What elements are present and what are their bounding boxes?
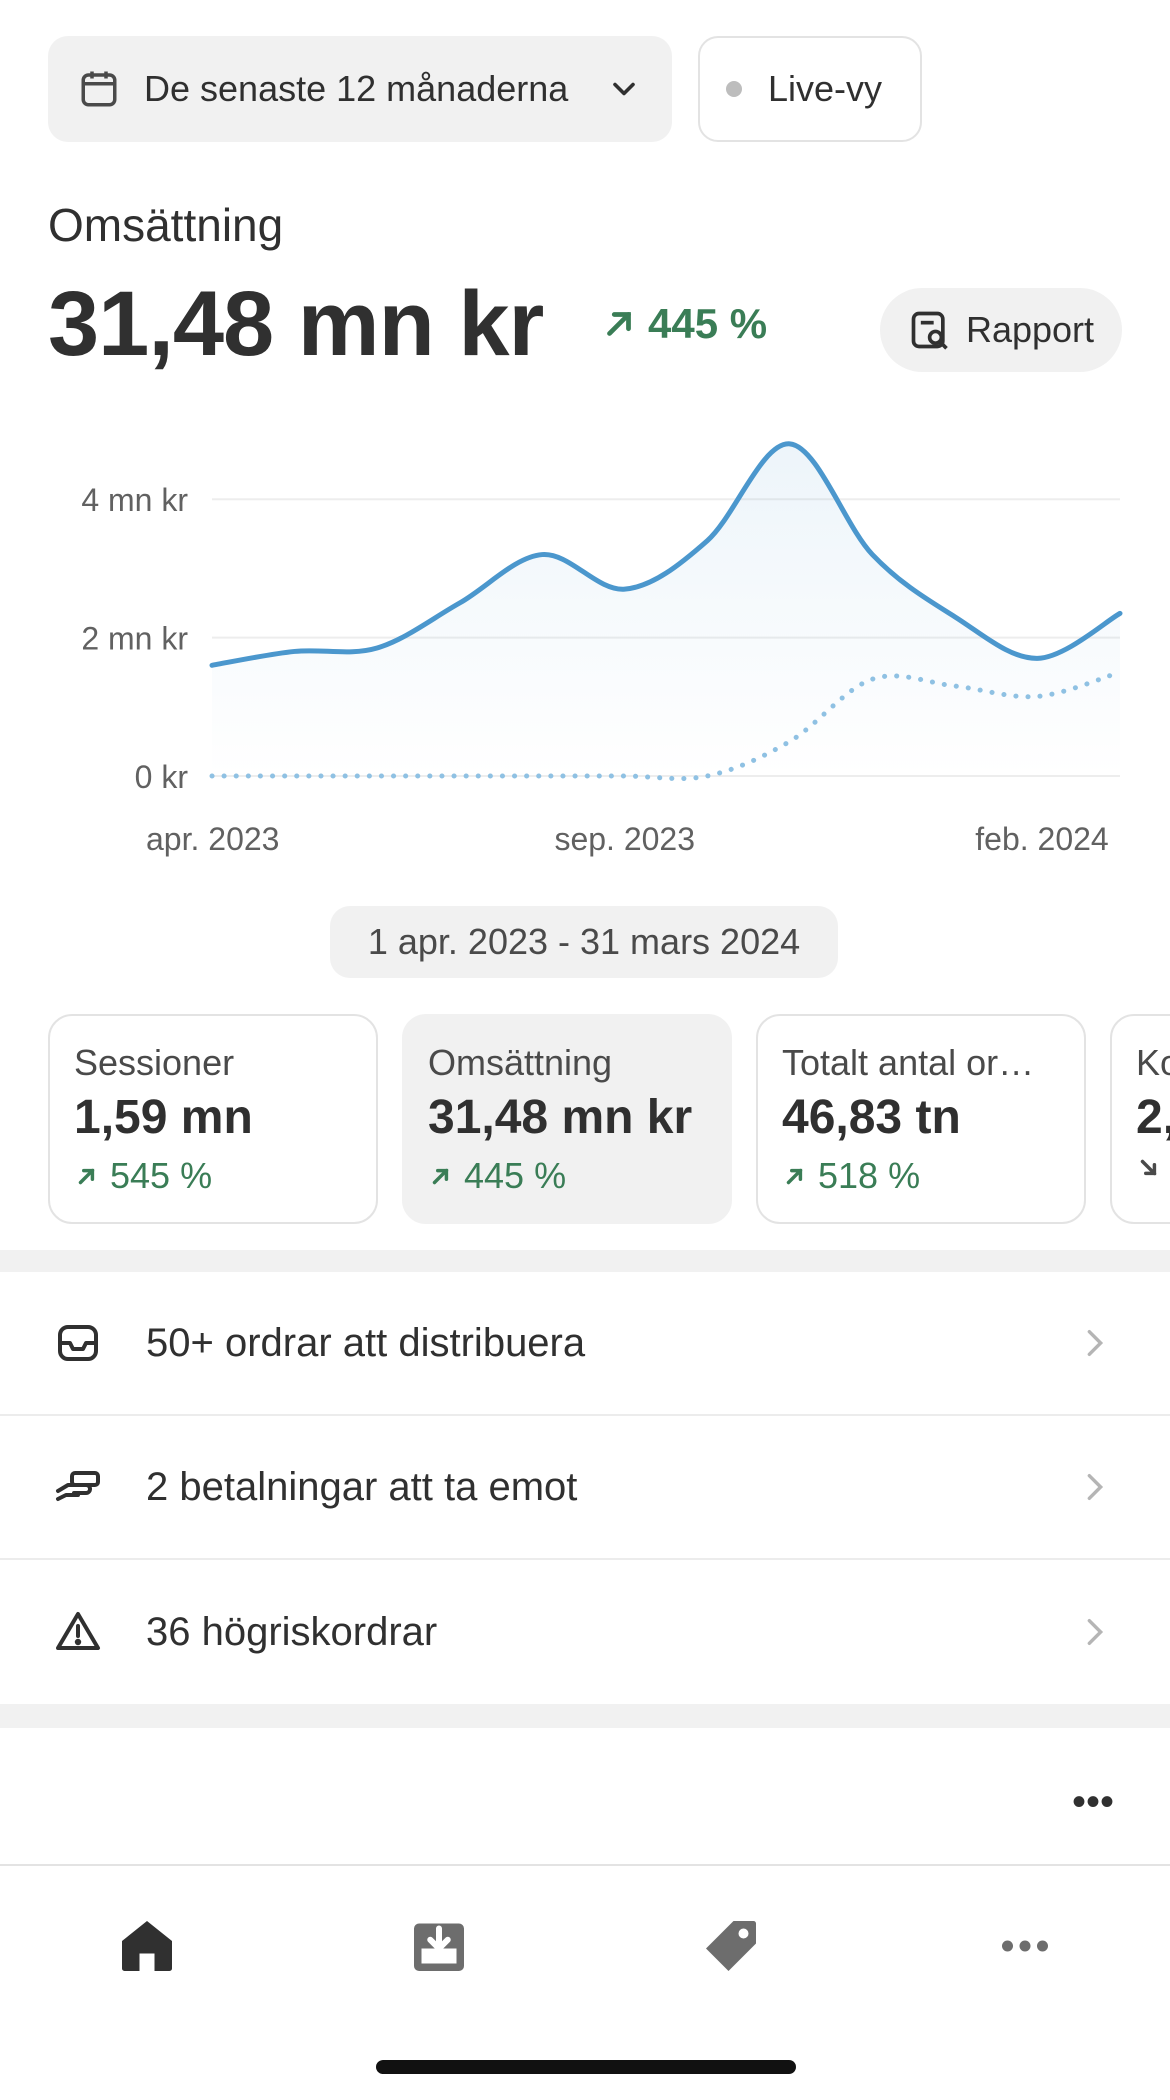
- card-change: 518 %: [782, 1155, 1060, 1197]
- date-range-label: De senaste 12 månaderna: [144, 68, 569, 109]
- metric-change-value: 445 %: [648, 300, 768, 347]
- card-value: 2,: [1136, 1091, 1170, 1144]
- chevron-right-icon: [1087, 1473, 1104, 1501]
- card-label: Ko: [1136, 1042, 1170, 1083]
- chevron-right-icon: [1087, 1329, 1104, 1357]
- y-axis-ticks: 0 kr 2 mn kr 4 mn kr: [81, 482, 188, 795]
- chevron-down-icon: [613, 82, 635, 96]
- card-change: [1136, 1155, 1170, 1181]
- date-range-pill: 1 apr. 2023 - 31 mars 2024: [330, 906, 838, 978]
- metric-cards: Sessioner 1,59 mn 545 % Omsättning 31,48…: [48, 1014, 1170, 1224]
- date-range-dropdown[interactable]: De senaste 12 månaderna: [48, 36, 672, 142]
- arrow-up-right-icon: [432, 1168, 449, 1185]
- chart-series: [209, 441, 1123, 782]
- orders-icon[interactable]: [409, 1916, 469, 1976]
- x-tick-label: sep. 2023: [554, 821, 695, 857]
- task-label: 36 högriskordrar: [146, 1609, 438, 1654]
- live-status-dot: [726, 81, 742, 97]
- card-label: Sessioner: [74, 1042, 235, 1083]
- card-sessions[interactable]: Sessioner 1,59 mn 545 %: [48, 1014, 378, 1224]
- card-value: 31,48 mn kr: [428, 1091, 693, 1144]
- inbox-icon: [58, 1325, 98, 1361]
- series-line-comparison: [209, 669, 1123, 782]
- section-divider: [0, 1704, 1170, 1728]
- task-label: 50+ ordrar att distribuera: [146, 1320, 586, 1365]
- card-value: 1,59 mn: [74, 1091, 253, 1144]
- report-label: Rapport: [965, 309, 1095, 350]
- x-tick-label: feb. 2024: [975, 821, 1108, 857]
- card-change: 445 %: [428, 1155, 706, 1197]
- arrow-up-right-icon: [786, 1168, 803, 1185]
- card-change: 545 %: [74, 1155, 352, 1197]
- task-label: 2 betalningar att ta emot: [146, 1464, 578, 1509]
- more-options-button[interactable]: •••: [1071, 1780, 1114, 1824]
- card-total-orders[interactable]: Totalt antal or… 46,83 tn 518 %: [756, 1014, 1086, 1224]
- live-view-label: Live-vy: [768, 68, 883, 109]
- card-label: Totalt antal or…: [782, 1042, 1035, 1083]
- more-icon[interactable]: [995, 1916, 1055, 1976]
- bottom-tab-bar: [0, 1864, 1170, 2100]
- metric-change: 445 %: [600, 300, 767, 348]
- products-icon[interactable]: [701, 1916, 761, 1976]
- live-view-button[interactable]: Live-vy: [698, 36, 922, 142]
- home-indicator: [376, 2060, 796, 2074]
- card-change-value: 445 %: [464, 1155, 567, 1196]
- task-payments-to-capture[interactable]: 2 betalningar att ta emot: [0, 1416, 1170, 1560]
- arrow-down-right-icon: [1140, 1159, 1157, 1176]
- card-revenue[interactable]: Omsättning 31,48 mn kr 445 %: [402, 1014, 732, 1224]
- x-tick-label: apr. 2023: [146, 821, 279, 857]
- y-tick-label: 2 mn kr: [81, 621, 188, 657]
- report-search-icon: [911, 311, 948, 350]
- report-button[interactable]: Rapport: [880, 288, 1122, 372]
- metric-label: Omsättning: [48, 199, 284, 251]
- card-change-value: 545 %: [110, 1155, 213, 1196]
- x-axis-ticks: apr. 2023 sep. 2023 feb. 2024: [146, 821, 1109, 857]
- revenue-chart: 0 kr 2 mn kr 4 mn kr apr. 2023 sep. 2023 feb…: [81, 441, 1123, 857]
- task-high-risk-orders[interactable]: 36 högriskordrar: [0, 1560, 1170, 1704]
- chevron-right-icon: [1087, 1618, 1104, 1646]
- card-change-value: 518 %: [818, 1155, 921, 1196]
- top-bar: De senaste 12 månaderna Live-vy: [48, 36, 922, 142]
- series-area: [212, 443, 1120, 776]
- payment-hand-icon: [56, 1471, 100, 1501]
- y-tick-label: 0 kr: [135, 759, 189, 795]
- arrow-up-right-icon: [78, 1168, 95, 1185]
- task-orders-to-fulfill[interactable]: 50+ ordrar att distribuera: [0, 1272, 1170, 1416]
- arrow-up-right-icon: [607, 312, 631, 336]
- card-label: Omsättning: [428, 1042, 613, 1083]
- calendar-icon: [81, 71, 117, 107]
- home-icon[interactable]: [117, 1916, 177, 1976]
- section-divider: [0, 1250, 1170, 1272]
- warning-icon: [56, 1612, 100, 1650]
- card-partial[interactable]: Ko 2,: [1110, 1014, 1170, 1224]
- card-value: 46,83 tn: [782, 1091, 961, 1144]
- series-line-current: [209, 441, 1123, 668]
- metric-value: 31,48 mn kr: [48, 273, 544, 375]
- y-tick-label: 4 mn kr: [81, 482, 188, 518]
